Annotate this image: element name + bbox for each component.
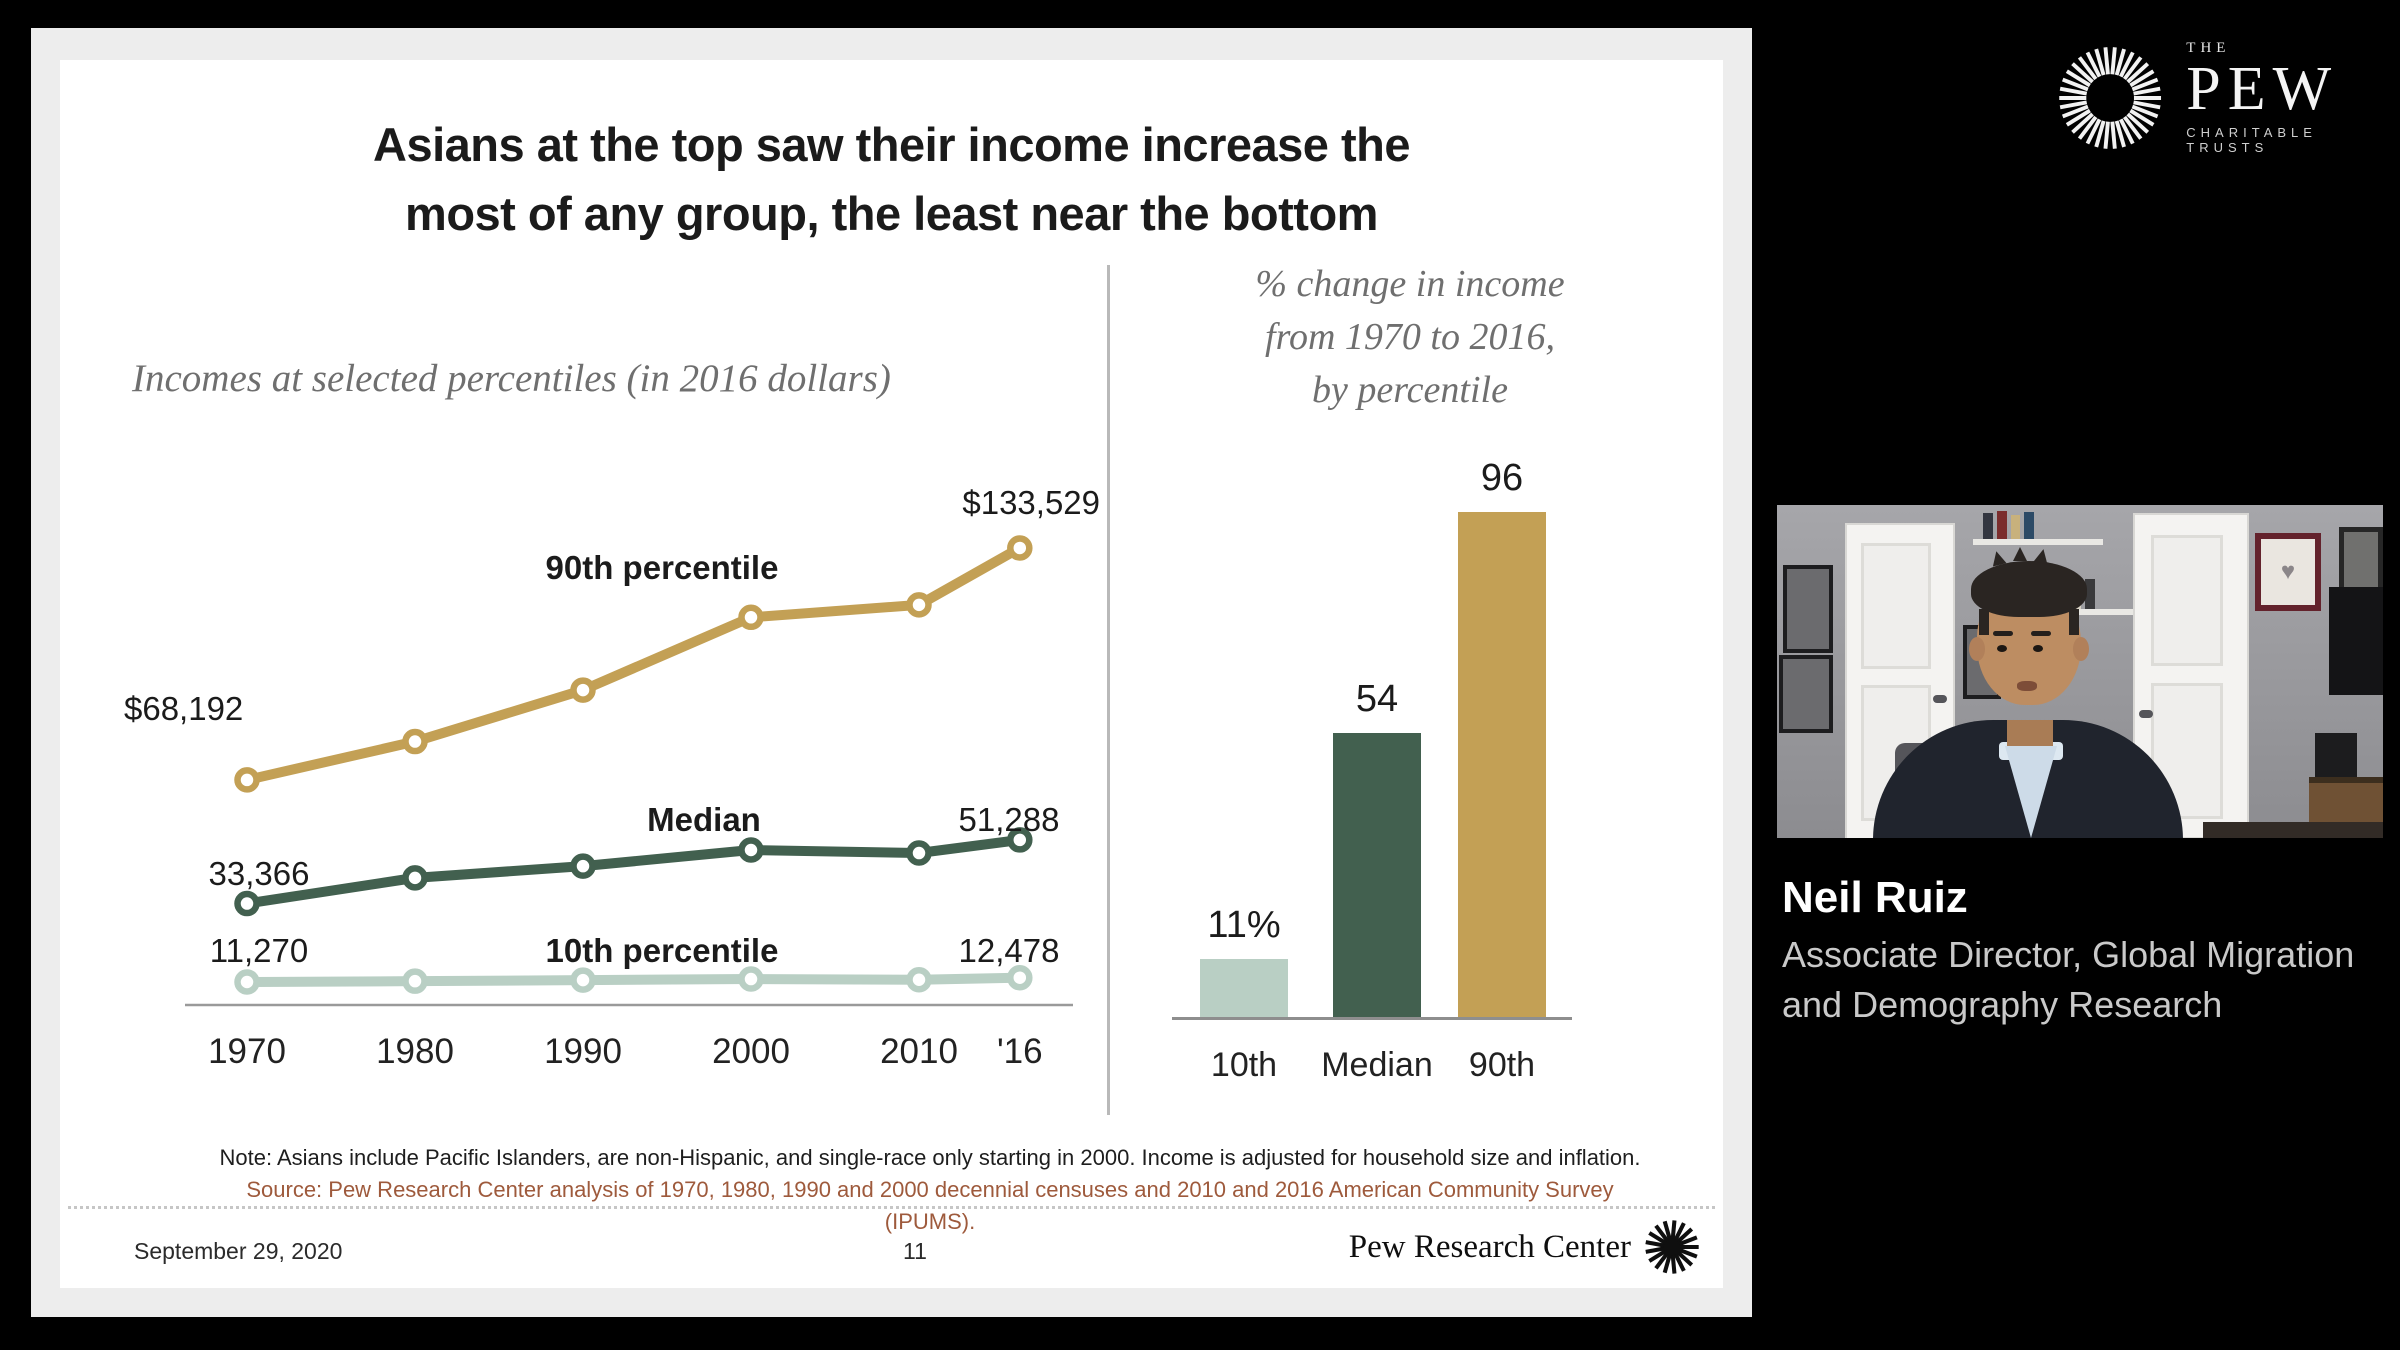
hair-spike (2013, 547, 2027, 561)
x-tick-label: 1990 (544, 1032, 622, 1071)
label-90th-1970: $68,192 (124, 690, 244, 727)
label-10th-2016: 12,478 (958, 932, 1060, 969)
label-median-1970: 33,366 (208, 855, 310, 892)
tv-screen (2329, 587, 2383, 695)
bar-value-10th: 11% (1207, 904, 1281, 946)
bar-value-median: 54 (1355, 678, 1399, 720)
heart-picture-frame: ♥ (2255, 533, 2321, 611)
note-source-block: Note: Asians include Pacific Islanders, … (200, 1142, 1660, 1238)
bar-90th (1458, 512, 1546, 1017)
bar-10th (1200, 959, 1288, 1017)
x-tick-label: 2010 (880, 1032, 958, 1071)
bar-chart-subtitle-line1: % change in income (1255, 263, 1565, 305)
label-median-2016: 51,288 (958, 801, 1060, 838)
bar-column-10th: 11% (1200, 437, 1288, 1017)
book (2011, 515, 2020, 539)
x-tick-label: 1980 (376, 1032, 454, 1071)
x-axis-ticks: 1970 1980 1990 2000 2010 '16 (60, 1032, 1160, 1082)
bar-chart-baseline (1172, 1017, 1572, 1020)
bar-column-median: 54 (1333, 437, 1421, 1017)
speaker-caption: Neil Ruiz Associate Director, Global Mig… (1782, 872, 2382, 1030)
slide-title-line1: Asians at the top saw their income incre… (373, 118, 1410, 171)
bar-category-10th: 10th (1210, 1046, 1278, 1084)
bar-category-median: Median (1321, 1046, 1433, 1084)
series-label-90th: 90th percentile (545, 549, 779, 586)
sideburn (1979, 609, 1989, 635)
pew-research-center-logo: Pew Research Center (1349, 1218, 1701, 1276)
bar-value-90th: 96 (1480, 457, 1524, 499)
speaker-video[interactable]: ♥ (1777, 490, 2383, 853)
screen-share-area: Asians at the top saw their income incre… (31, 28, 1752, 1317)
income-line-chart (185, 535, 1073, 1007)
pct-logo-pew: PEW (2186, 55, 2339, 123)
label-90th-2016: $133,529 (962, 484, 1100, 521)
pew-charitable-sunburst-icon (2059, 46, 2162, 149)
eye (1997, 645, 2007, 652)
x-tick-label: '16 (996, 1032, 1043, 1071)
pew-research-center-wordmark: Pew Research Center (1348, 1228, 1631, 1265)
line-chart-subtitle: Incomes at selected percentiles (in 2016… (132, 357, 891, 400)
book (1983, 513, 1993, 539)
slide-note: Note: Asians include Pacific Islanders, … (219, 1145, 1641, 1170)
slide-title: Asians at the top saw their income incre… (60, 110, 1723, 248)
pct-logo-the: THE (2186, 40, 2231, 56)
presentation-slide: Asians at the top saw their income incre… (60, 60, 1723, 1288)
book (2085, 579, 2095, 609)
chart-divider-line (1107, 265, 1110, 1115)
book (1997, 511, 2007, 539)
eyebrow (1993, 631, 2013, 636)
series-label-median: Median (647, 801, 761, 838)
bar-chart-subtitle-line2: from 1970 to 2016, (1265, 316, 1555, 358)
speaker-role-line2: and Demography Research (1782, 984, 2223, 1025)
slide-date: September 29, 2020 (134, 1238, 343, 1264)
bar-chart-subtitle: % change in income from 1970 to 2016, by… (1140, 258, 1680, 417)
slide-page-number: 11 (903, 1238, 927, 1264)
speaker-neck (2007, 720, 2053, 746)
ear (2073, 637, 2089, 661)
eyebrow (2031, 631, 2051, 636)
book (2024, 512, 2034, 539)
x-tick-label: 2000 (712, 1032, 790, 1071)
picture-frame (1779, 655, 1833, 733)
speaker-hair (1971, 561, 2087, 617)
ear (1969, 637, 1985, 661)
pct-logo-tagline: CHARITABLE TRUSTS (2186, 125, 2317, 155)
shelf (2037, 609, 2157, 615)
speaker-role-line1: Associate Director, Global Migration (1782, 934, 2355, 975)
eye (2033, 645, 2043, 652)
speaker-role: Associate Director, Global Migration and… (1782, 930, 2382, 1030)
speaker-cabinet (2315, 733, 2357, 779)
label-10th-1970: 11,270 (209, 932, 309, 969)
hair-spike (2033, 547, 2051, 565)
mouth (2017, 681, 2037, 691)
bar-chart-subtitle-line3: by percentile (1312, 369, 1508, 411)
bar-category-90th: 90th (1468, 1046, 1536, 1084)
picture-frame (1783, 565, 1833, 653)
sideburn (2069, 609, 2079, 635)
bar-column-90th: 96 (1458, 437, 1546, 1017)
speaker-video-frame: ♥ (1777, 505, 2383, 838)
bar-median (1333, 733, 1421, 1017)
pew-research-sunburst-icon (1645, 1220, 1699, 1274)
x-tick-label: 1970 (208, 1032, 286, 1071)
shelf (1973, 539, 2103, 545)
footer-divider (68, 1206, 1715, 1209)
series-label-10th: 10th percentile (545, 932, 779, 969)
slide-source: Source: Pew Research Center analysis of … (246, 1177, 1614, 1234)
slide-title-line2: most of any group, the least near the bo… (405, 187, 1378, 240)
pew-charitable-trusts-logo: THE PEW CHARITABLE TRUSTS (2056, 40, 2400, 155)
floor (2203, 822, 2383, 838)
speaker-name: Neil Ruiz (1782, 873, 1968, 922)
